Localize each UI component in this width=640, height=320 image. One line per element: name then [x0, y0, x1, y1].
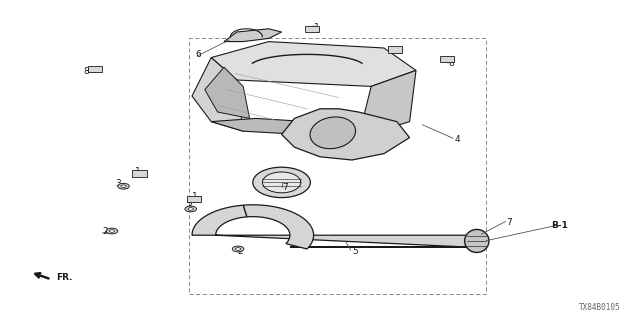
- Polygon shape: [205, 67, 250, 118]
- Text: 8: 8: [449, 60, 454, 68]
- Polygon shape: [192, 58, 243, 131]
- Ellipse shape: [253, 167, 310, 197]
- Circle shape: [109, 230, 115, 232]
- Ellipse shape: [465, 229, 489, 252]
- Polygon shape: [224, 29, 282, 42]
- Text: 3: 3: [186, 202, 191, 211]
- Text: 2: 2: [103, 228, 108, 236]
- Text: B-1: B-1: [552, 221, 568, 230]
- Circle shape: [185, 206, 196, 212]
- Polygon shape: [282, 109, 410, 160]
- Polygon shape: [243, 205, 314, 249]
- Bar: [132, 170, 147, 177]
- Text: 1: 1: [193, 192, 198, 201]
- Circle shape: [236, 248, 241, 250]
- Bar: [305, 26, 319, 32]
- Bar: [187, 196, 201, 202]
- Polygon shape: [211, 118, 358, 138]
- Circle shape: [188, 208, 193, 210]
- Text: 1: 1: [135, 167, 140, 176]
- Bar: [189, 38, 486, 294]
- Text: 5: 5: [353, 247, 358, 256]
- Circle shape: [106, 228, 118, 234]
- Bar: [440, 56, 454, 62]
- Ellipse shape: [310, 117, 356, 149]
- Polygon shape: [358, 70, 416, 138]
- Text: 3: 3: [116, 180, 121, 188]
- Text: 1: 1: [314, 23, 319, 32]
- Text: 4: 4: [455, 135, 460, 144]
- Text: 6: 6: [196, 50, 201, 59]
- Bar: [388, 46, 402, 53]
- Text: 7: 7: [506, 218, 511, 227]
- Ellipse shape: [262, 172, 301, 193]
- Circle shape: [121, 185, 126, 188]
- Circle shape: [232, 246, 244, 252]
- Text: 7: 7: [282, 183, 287, 192]
- Text: TX84B0105: TX84B0105: [579, 303, 621, 312]
- Text: 2: 2: [237, 247, 243, 256]
- Text: 8: 8: [84, 68, 89, 76]
- Text: FR.: FR.: [56, 273, 72, 282]
- Polygon shape: [211, 42, 416, 86]
- Bar: [88, 66, 102, 72]
- Polygon shape: [192, 205, 467, 247]
- Text: 1: 1: [397, 47, 403, 56]
- Circle shape: [118, 183, 129, 189]
